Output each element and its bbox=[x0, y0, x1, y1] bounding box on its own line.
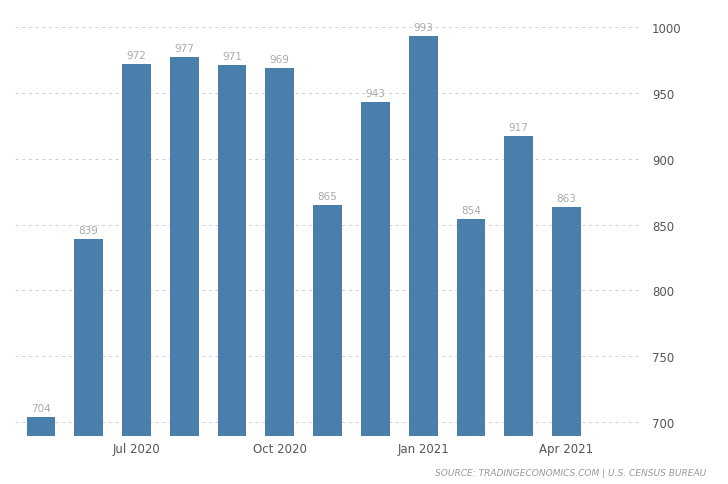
Text: 854: 854 bbox=[461, 206, 481, 216]
Text: 704: 704 bbox=[31, 403, 51, 413]
Text: 839: 839 bbox=[79, 226, 98, 236]
Bar bbox=[170, 58, 199, 436]
Bar bbox=[361, 103, 389, 436]
Text: 971: 971 bbox=[222, 52, 242, 62]
Text: SOURCE: TRADINGECONOMICS.COM | U.S. CENSUS BUREAU: SOURCE: TRADINGECONOMICS.COM | U.S. CENS… bbox=[435, 468, 706, 477]
Text: 969: 969 bbox=[270, 55, 290, 64]
Text: 917: 917 bbox=[509, 123, 529, 133]
Bar bbox=[456, 220, 486, 436]
Text: 865: 865 bbox=[317, 191, 338, 201]
Text: 977: 977 bbox=[174, 44, 194, 54]
Text: 993: 993 bbox=[414, 23, 433, 33]
Bar bbox=[505, 137, 533, 436]
Bar bbox=[218, 66, 246, 436]
Bar bbox=[409, 37, 438, 436]
Bar bbox=[74, 240, 103, 436]
Bar bbox=[553, 208, 581, 436]
Bar bbox=[122, 64, 151, 436]
Bar bbox=[26, 417, 55, 436]
Bar bbox=[313, 205, 342, 436]
Text: 943: 943 bbox=[365, 89, 385, 99]
Text: 863: 863 bbox=[557, 194, 577, 204]
Text: 972: 972 bbox=[127, 51, 146, 60]
Bar bbox=[266, 68, 294, 436]
